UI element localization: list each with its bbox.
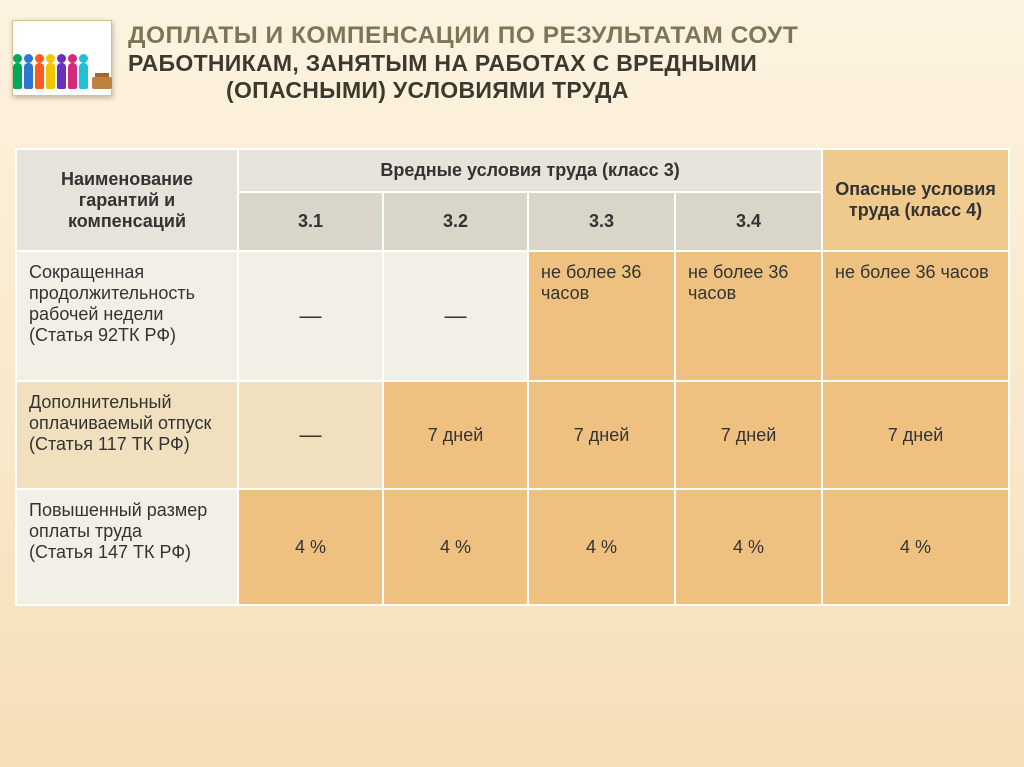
col-subheader: 3.1 — [238, 192, 383, 251]
table-cell: 7 дней — [675, 381, 822, 489]
table-cell: 4 % — [822, 489, 1009, 605]
col-header-class4: Опасные условия труда (класс 4) — [822, 149, 1009, 251]
figurine-icon — [13, 63, 22, 89]
row-label: Дополнительный оплачиваемый отпуск (Стат… — [16, 381, 238, 489]
table-cell: 4 % — [675, 489, 822, 605]
table-cell: не более 36 часов — [675, 251, 822, 381]
row-label: Сокращенная продолжительность рабочей не… — [16, 251, 238, 381]
figurine-icon — [57, 63, 66, 89]
table-cell: 7 дней — [822, 381, 1009, 489]
table-row: Повышенный размер оплаты труда (Статья 1… — [16, 489, 1009, 605]
figurine-row — [13, 63, 112, 89]
col-subheader: 3.3 — [528, 192, 675, 251]
table-cell: — — [238, 381, 383, 489]
table-cell: 7 дней — [528, 381, 675, 489]
figurine-icon — [68, 63, 77, 89]
table-cell: не более 36 часов — [822, 251, 1009, 381]
table-icon — [92, 77, 112, 89]
col-subheader: 3.2 — [383, 192, 528, 251]
title-line-2: РАБОТНИКАМ, ЗАНЯТЫМ НА РАБОТАХ С ВРЕДНЫМ… — [128, 50, 1004, 77]
figurine-icon — [24, 63, 33, 89]
table-cell: — — [238, 251, 383, 381]
title-line-1: ДОПЛАТЫ И КОМПЕНСАЦИИ ПО РЕЗУЛЬТАТАМ СОУ… — [128, 22, 1004, 50]
figurine-icon — [79, 63, 88, 89]
row-label: Повышенный размер оплаты труда (Статья 1… — [16, 489, 238, 605]
title-line-3: (ОПАСНЫМИ) УСЛОВИЯМИ ТРУДА — [128, 77, 1004, 104]
col-header-name: Наименование гарантий и компенсаций — [16, 149, 238, 251]
col-subheader: 3.4 — [675, 192, 822, 251]
table-cell: 4 % — [238, 489, 383, 605]
decorative-icon — [12, 20, 112, 96]
slide-title: ДОПЛАТЫ И КОМПЕНСАЦИИ ПО РЕЗУЛЬТАТАМ СОУ… — [128, 22, 1004, 104]
table-row: Дополнительный оплачиваемый отпуск (Стат… — [16, 381, 1009, 489]
table-cell: не более 36 часов — [528, 251, 675, 381]
table-cell: 7 дней — [383, 381, 528, 489]
table-cell: — — [383, 251, 528, 381]
figurine-icon — [35, 63, 44, 89]
table-cell: 4 % — [383, 489, 528, 605]
table-cell: 4 % — [528, 489, 675, 605]
figurine-icon — [46, 63, 55, 89]
compensation-table: Наименование гарантий и компенсаций Вред… — [15, 148, 1008, 606]
col-header-class3: Вредные условия труда (класс 3) — [238, 149, 822, 192]
table-row: Сокращенная продолжительность рабочей не… — [16, 251, 1009, 381]
